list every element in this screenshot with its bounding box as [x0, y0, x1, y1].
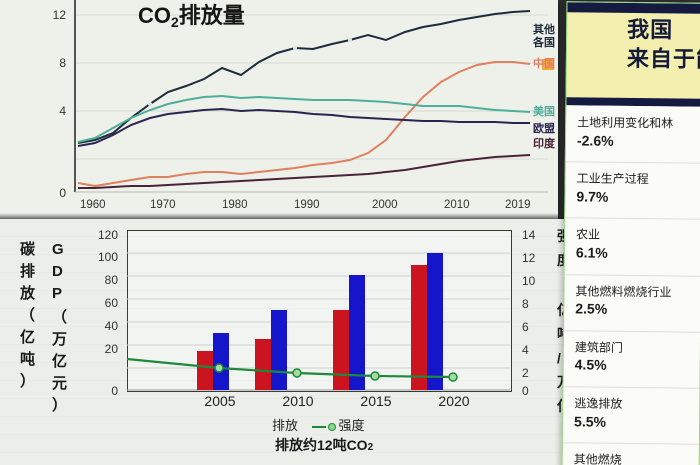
svg-text:其他: 其他 — [533, 22, 555, 36]
svg-text:元: 元 — [52, 375, 67, 392]
svg-text:CO2排放量: CO2排放量 — [138, 3, 245, 30]
svg-text:8: 8 — [59, 56, 66, 70]
svg-text:（: （ — [52, 308, 67, 326]
svg-text:1960: 1960 — [80, 199, 106, 211]
svg-text:2010: 2010 — [282, 393, 313, 409]
svg-text:D: D — [52, 263, 63, 280]
svg-text:2010: 2010 — [444, 199, 470, 211]
svg-text:2005: 2005 — [204, 393, 235, 409]
svg-text:）: ） — [52, 396, 67, 414]
svg-text:100: 100 — [98, 250, 118, 264]
svg-text:亿: 亿 — [20, 328, 35, 346]
svg-text:（: （ — [20, 306, 35, 324]
svg-text:60: 60 — [105, 296, 119, 310]
svg-text:2: 2 — [522, 366, 529, 380]
svg-text:10: 10 — [522, 274, 536, 288]
svg-text:20: 20 — [105, 342, 119, 356]
svg-text:亿: 亿 — [52, 352, 67, 370]
svg-text:印度: 印度 — [533, 136, 556, 150]
svg-text:4: 4 — [522, 343, 529, 357]
svg-text:12: 12 — [53, 8, 67, 22]
svg-text:1990: 1990 — [294, 199, 320, 211]
svg-text:2000: 2000 — [372, 199, 398, 211]
svg-text:欧盟: 欧盟 — [533, 121, 555, 135]
svg-text:放: 放 — [19, 284, 36, 302]
svg-text:中国: 中国 — [533, 56, 555, 70]
svg-text:14: 14 — [522, 228, 536, 242]
svg-text:80: 80 — [105, 273, 119, 287]
svg-text:排: 排 — [20, 262, 35, 280]
svg-text:0: 0 — [59, 186, 66, 200]
svg-text:）: ） — [20, 372, 35, 390]
svg-text:1970: 1970 — [150, 199, 176, 211]
svg-text:碳: 碳 — [20, 240, 36, 258]
svg-text:4: 4 — [59, 104, 66, 118]
svg-text:120: 120 — [98, 228, 118, 242]
svg-text:P: P — [52, 285, 62, 302]
svg-text:1980: 1980 — [222, 199, 248, 211]
svg-text:吨: 吨 — [20, 350, 35, 368]
svg-text:万: 万 — [51, 331, 67, 348]
svg-text:8: 8 — [522, 297, 529, 311]
svg-text:2020: 2020 — [438, 393, 469, 409]
svg-text:美国: 美国 — [533, 104, 555, 118]
svg-text:/: / — [557, 350, 561, 366]
svg-text:12: 12 — [522, 251, 536, 265]
svg-text:0: 0 — [111, 384, 118, 398]
svg-text:G: G — [52, 241, 64, 258]
svg-text:6: 6 — [522, 320, 529, 334]
svg-text:各国: 各国 — [532, 35, 555, 49]
svg-text:0: 0 — [522, 384, 529, 398]
svg-text:40: 40 — [105, 319, 119, 333]
svg-text:2019: 2019 — [505, 199, 531, 211]
svg-text:2015: 2015 — [360, 393, 391, 409]
